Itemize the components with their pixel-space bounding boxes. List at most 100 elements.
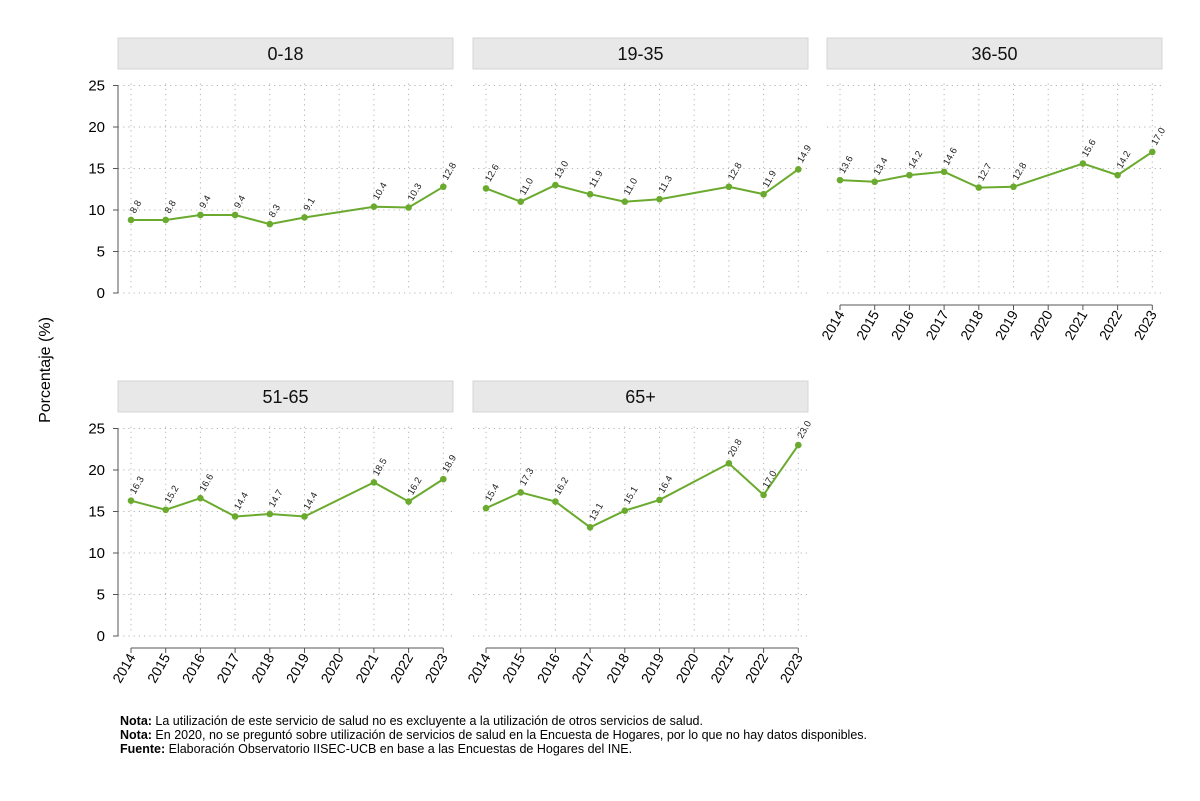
- x-tick-label: 2014: [109, 650, 139, 685]
- x-tick-label: 2020: [317, 650, 347, 685]
- data-point: [405, 204, 412, 211]
- data-label: 14.2: [906, 149, 925, 171]
- data-point: [940, 168, 948, 176]
- x-tick-label: 2014: [464, 650, 494, 685]
- data-label: 8.8: [163, 199, 179, 216]
- x-tick-label: 2023: [421, 650, 451, 685]
- x-tick-label: 2017: [213, 650, 243, 685]
- data-label: 11.0: [518, 176, 536, 197]
- data-point: [552, 181, 559, 189]
- data-point: [301, 513, 308, 520]
- panel-header: [117, 37, 454, 70]
- y-tick-label: 5: [97, 244, 105, 261]
- data-label: 18.5: [371, 456, 390, 478]
- y-tick-label: 15: [88, 161, 105, 178]
- data-label: 17.0: [1149, 126, 1168, 148]
- data-label: 14.4: [302, 490, 321, 512]
- data-point: [836, 176, 844, 184]
- panel-header: [472, 380, 809, 413]
- panel-title: 0-18: [267, 44, 303, 64]
- data-label: 11.0: [622, 176, 640, 197]
- x-tick-label: 2018: [957, 307, 987, 342]
- x-tick-label: 2019: [283, 650, 313, 685]
- data-point: [760, 190, 767, 198]
- panel-title: 51-65: [262, 387, 308, 407]
- data-point: [370, 479, 378, 486]
- data-label: 14.4: [232, 490, 251, 512]
- y-tick-label: 25: [88, 421, 105, 438]
- series-line: [130, 478, 444, 518]
- y-tick-label: 20: [88, 462, 105, 479]
- data-label: 13.1: [587, 501, 606, 523]
- data-point: [586, 190, 594, 198]
- source-text: Elaboración Observatorio IISEC-UCB en ba…: [165, 742, 633, 756]
- note-2: Nota: En 2020, no se preguntó sobre util…: [120, 728, 867, 742]
- data-label: 10.4: [371, 181, 390, 203]
- note-2-text: En 2020, no se preguntó sobre utilizació…: [151, 728, 867, 742]
- data-label: 9.4: [232, 194, 248, 211]
- data-label: 8.3: [267, 203, 283, 220]
- data-point: [266, 220, 274, 228]
- x-tick-label: 2015: [853, 307, 883, 342]
- data-point: [621, 507, 629, 514]
- data-label: 16.3: [128, 475, 147, 497]
- y-tick-label: 10: [88, 545, 105, 562]
- x-tick-label: 2021: [352, 650, 382, 685]
- x-tick-label: 2022: [742, 650, 772, 685]
- x-tick-label: 2023: [776, 650, 806, 685]
- data-point: [1010, 183, 1017, 191]
- panel-title: 36-50: [971, 44, 1017, 64]
- data-label: 15.4: [483, 482, 502, 504]
- data-point: [127, 497, 135, 505]
- y-tick-label: 15: [88, 504, 105, 521]
- data-point: [760, 491, 767, 499]
- data-point: [1114, 171, 1121, 179]
- x-tick-label: 2020: [672, 650, 702, 685]
- data-point: [725, 460, 733, 467]
- data-label: 12.8: [1011, 161, 1030, 183]
- source-label: Fuente:: [120, 742, 166, 756]
- data-point: [127, 216, 135, 224]
- note-1: Nota: La utilización de este servicio de…: [120, 714, 867, 728]
- data-point: [621, 198, 629, 205]
- note-2-label: Nota:: [120, 728, 152, 742]
- data-label: 13.4: [872, 156, 891, 178]
- x-tick-label: 2016: [888, 307, 918, 342]
- x-tick-label: 2018: [248, 650, 278, 685]
- note-1-text: La utilización de este servicio de salud…: [151, 714, 703, 728]
- data-label: 14.7: [267, 488, 286, 510]
- data-point: [1149, 148, 1156, 156]
- x-tick-label: 2020: [1026, 307, 1056, 342]
- y-tick-label: 25: [88, 78, 105, 95]
- data-point: [197, 211, 204, 219]
- data-label: 8.8: [128, 199, 144, 216]
- data-label: 16.6: [197, 472, 216, 494]
- data-label: 9.4: [197, 194, 213, 211]
- x-tick-label: 2019: [638, 650, 668, 685]
- data-point: [725, 183, 733, 191]
- data-point: [795, 166, 802, 173]
- data-point: [440, 183, 447, 191]
- y-tick-label: 0: [97, 628, 105, 645]
- panel-5: 65+2014 2015 2016 2017 2018 2019 2020 2021 2022 2…: [464, 380, 814, 685]
- data-label: 23.0: [795, 419, 814, 441]
- x-tick-label: 2021: [1061, 307, 1091, 342]
- data-label: 17.0: [761, 469, 780, 491]
- source-note: Fuente: Elaboración Observatorio IISEC-U…: [120, 742, 867, 756]
- x-tick-label: 2017: [922, 307, 952, 342]
- panel-header: [826, 37, 1163, 70]
- data-point: [405, 498, 412, 505]
- data-label: 15.1: [622, 485, 641, 507]
- x-tick-label: 2015: [144, 650, 174, 685]
- series-line: [839, 151, 1153, 189]
- data-label: 11.3: [657, 174, 675, 195]
- notes: Nota: La utilización de este servicio de…: [120, 714, 867, 756]
- x-tick-label: 2017: [568, 650, 598, 685]
- data-point: [656, 195, 663, 203]
- data-point: [197, 494, 204, 502]
- y-axis-label: Porcentaje (%): [37, 317, 54, 423]
- panel-title: 19-35: [617, 44, 663, 64]
